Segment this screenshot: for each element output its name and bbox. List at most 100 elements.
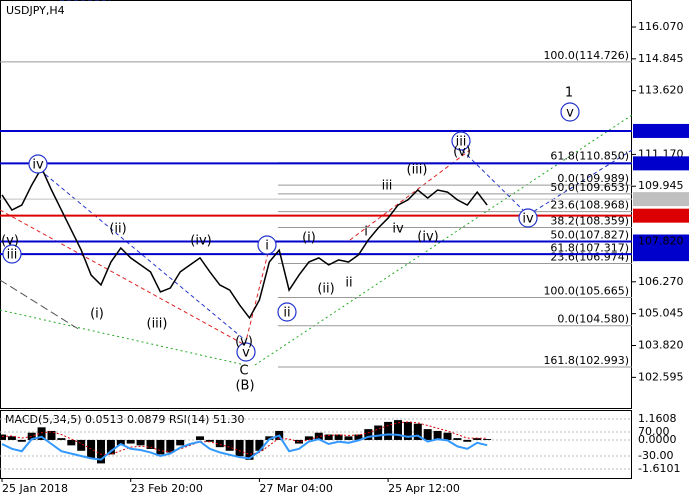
macd-bar <box>126 439 135 444</box>
rsi-line <box>1 433 488 461</box>
macd-bar <box>146 439 155 449</box>
macd-bar <box>196 436 204 440</box>
wave-label: (ii) <box>109 222 126 237</box>
macd-bar <box>77 439 86 451</box>
macd-bar <box>106 439 115 455</box>
wave-label: iv <box>392 222 404 237</box>
trend-line <box>349 149 471 241</box>
macd-bar <box>314 432 323 440</box>
chart-title: USDJPY,H4 <box>6 4 65 17</box>
fib-label: 100.0(105.665) <box>543 285 629 298</box>
macd-bar <box>67 439 76 446</box>
sub-frame <box>0 410 632 479</box>
y-tick-label: 114.845 <box>638 52 684 65</box>
y-tick-label: -1.6101 <box>638 462 680 475</box>
macd-bar <box>176 439 185 446</box>
y-tick-label: 116.070 <box>638 20 684 33</box>
y-tick-label: 109.945 <box>638 179 684 192</box>
macd-bar <box>27 432 36 440</box>
price-line <box>1 166 488 320</box>
wave-circle <box>518 208 538 228</box>
wave-circle <box>236 342 256 362</box>
wave-label: ii <box>283 306 290 321</box>
fib-label: 0.0(104.580) <box>557 313 629 326</box>
wave-label: i <box>364 225 368 240</box>
wave-label: (iii) <box>147 317 168 332</box>
wave-label: iii <box>456 135 467 150</box>
fib-label: 0.0(109.989) <box>557 172 629 185</box>
macd-bar <box>324 434 333 440</box>
y-tick-label: 70.00 <box>638 425 670 438</box>
macd-bar <box>245 439 254 460</box>
x-tick-label: 27 Mar 04:00 <box>259 482 332 495</box>
trend-line <box>0 309 246 366</box>
level-box <box>633 234 689 249</box>
fib-label: 61.8(110.850) <box>550 150 629 163</box>
macd-bar <box>443 432 452 440</box>
wave-label: (iv) <box>190 234 211 249</box>
macd-bar <box>156 439 165 455</box>
fib-label: 50.0(109.653) <box>550 181 629 194</box>
wave-label: iii <box>7 248 18 263</box>
macd-bar <box>57 438 66 440</box>
trend-line <box>0 209 246 346</box>
macd-bar <box>17 439 26 442</box>
wave-circle <box>28 154 48 174</box>
macd-bar <box>0 434 6 440</box>
macd-bar <box>225 439 234 451</box>
level-box <box>633 123 689 138</box>
macd-bar <box>97 439 105 464</box>
wave-label: iii <box>382 179 393 194</box>
wave-label: (ii) <box>317 282 334 297</box>
level-box <box>633 208 689 223</box>
fib-label: 38.2(108.359) <box>550 214 629 227</box>
level-box <box>633 192 689 207</box>
fib-label: 23.6(106.974) <box>550 250 629 263</box>
wave-label: C <box>239 364 248 379</box>
wave-label: iv <box>522 212 534 227</box>
wave-label: (i) <box>90 307 104 322</box>
signal-line <box>1 421 488 455</box>
y-tick-label: 0.0000 <box>638 433 677 446</box>
macd-bar <box>166 439 175 453</box>
fib-label: 61.8(107.317) <box>550 242 629 255</box>
wave-circle <box>451 131 471 151</box>
macd-bar <box>215 439 224 448</box>
macd-bar <box>413 423 422 440</box>
macd-bar <box>235 439 244 457</box>
x-tick-label: 25 Apr 12:00 <box>388 482 460 495</box>
macd-bar <box>304 436 313 440</box>
macd-bar <box>136 439 145 446</box>
y-tick-label: 113.620 <box>638 84 684 97</box>
wave-label: (v) <box>235 335 253 350</box>
fib-label: 161.8(102.993) <box>543 354 629 367</box>
fib-label: 23.6(108.968) <box>550 199 629 212</box>
macd-bar <box>473 438 482 440</box>
y-tick-label: 1.1608 <box>638 412 677 425</box>
y-tick-label: -30.00 <box>638 449 673 462</box>
macd-bar <box>255 439 264 451</box>
wave-label: ii <box>345 276 352 291</box>
wave-label: v <box>242 346 250 361</box>
y-tick-label: 103.820 <box>638 338 684 351</box>
wave-label: (iv) <box>417 230 438 245</box>
level-box <box>633 156 689 171</box>
macd-bar <box>433 430 442 440</box>
wave-label: (iii) <box>407 163 428 178</box>
y-tick-label: 105.045 <box>638 307 684 320</box>
macd-bar <box>384 421 393 440</box>
level-box <box>633 247 689 262</box>
macd-bar <box>37 427 46 440</box>
trend-line <box>0 279 81 331</box>
y-tick-label: 102.595 <box>638 370 684 383</box>
wave-circle <box>257 235 277 255</box>
trend-line <box>461 149 529 216</box>
macd-bar <box>453 438 462 440</box>
wave-label: v <box>566 106 574 121</box>
macd-bar <box>205 439 214 442</box>
x-tick-label: 23 Feb 20:00 <box>131 482 203 495</box>
macd-bar <box>47 430 56 440</box>
wave-circle <box>560 102 580 122</box>
